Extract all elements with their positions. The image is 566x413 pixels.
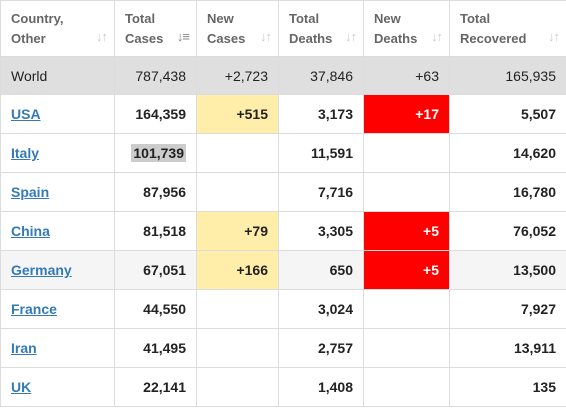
new-cases-cell xyxy=(196,328,279,368)
country-link-uk[interactable]: UK xyxy=(11,379,32,395)
new-deaths-cell xyxy=(363,328,450,368)
country-cell: UK xyxy=(0,367,115,407)
new-cases-cell: +2,723 xyxy=(196,56,279,95)
total-recovered-cell: 76,052 xyxy=(449,211,566,251)
header-line: Total xyxy=(460,10,491,26)
country-link-france[interactable]: France xyxy=(11,301,57,317)
total-recovered-cell: 13,500 xyxy=(449,250,566,290)
table-row: France 44,550 3,024 7,927 xyxy=(0,289,566,329)
new-cases-cell: +79 xyxy=(196,211,279,251)
country-link-china[interactable]: China xyxy=(11,223,50,239)
country-cell: China xyxy=(0,211,115,251)
country-cell: World xyxy=(0,56,115,95)
header-line: Recovered xyxy=(460,30,527,46)
new-deaths-cell: +63 xyxy=(363,56,450,95)
sort-neutral-icon[interactable]: ↓↑ xyxy=(431,29,443,44)
table-row: Iran 41,495 2,757 13,911 xyxy=(0,328,566,368)
new-cases-cell: +166 xyxy=(196,250,279,290)
total-cases-cell: 81,518 xyxy=(114,211,197,251)
new-cases-cell xyxy=(196,172,279,212)
header-line: New xyxy=(207,10,234,26)
new-deaths-cell xyxy=(363,133,450,173)
total-deaths-cell: 3,305 xyxy=(278,211,364,251)
country-link-iran[interactable]: Iran xyxy=(11,340,37,356)
total-recovered-cell: 16,780 xyxy=(449,172,566,212)
sort-neutral-icon[interactable]: ↓↑ xyxy=(96,29,108,44)
header-row: Country, Other ↓↑ Total Cases ↓≡ New Cas… xyxy=(0,0,566,57)
table-row: Germany 67,051 +166 650 +5 13,500 xyxy=(0,250,566,290)
world-total-row: World 787,438 +2,723 37,846 +63 165,935 xyxy=(0,56,566,95)
total-recovered-cell: 135 xyxy=(449,367,566,407)
column-header-new-deaths[interactable]: New Deaths ↓↑ xyxy=(363,0,450,57)
table-row: Italy 101,739 11,591 14,620 xyxy=(0,133,566,173)
new-deaths-cell: +5 xyxy=(363,250,450,290)
column-header-country[interactable]: Country, Other ↓↑ xyxy=(0,0,115,57)
country-cell: USA xyxy=(0,94,115,134)
table-row: Spain 87,956 7,716 16,780 xyxy=(0,172,566,212)
header-line: Deaths xyxy=(374,30,418,46)
header-line: Cases xyxy=(125,30,164,46)
new-deaths-cell: +17 xyxy=(363,94,450,134)
new-deaths-cell xyxy=(363,172,450,212)
total-recovered-cell: 165,935 xyxy=(449,56,566,95)
total-deaths-cell: 3,024 xyxy=(278,289,364,329)
column-header-total-recovered[interactable]: Total Recovered ↓↑ xyxy=(449,0,566,57)
new-deaths-cell xyxy=(363,289,450,329)
table-row: UK 22,141 1,408 135 xyxy=(0,367,566,407)
header-line: Country, xyxy=(11,10,64,26)
selected-text[interactable]: 101,739 xyxy=(131,144,186,162)
total-recovered-cell: 5,507 xyxy=(449,94,566,134)
total-cases-cell: 787,438 xyxy=(114,56,197,95)
total-deaths-cell: 37,846 xyxy=(278,56,364,95)
new-cases-cell xyxy=(196,289,279,329)
new-cases-cell xyxy=(196,133,279,173)
total-cases-cell: 101,739 xyxy=(114,133,197,173)
total-cases-cell: 41,495 xyxy=(114,328,197,368)
country-link-germany[interactable]: Germany xyxy=(11,262,72,278)
new-cases-cell: +515 xyxy=(196,94,279,134)
country-link-usa[interactable]: USA xyxy=(11,106,41,122)
total-cases-cell: 44,550 xyxy=(114,289,197,329)
total-deaths-cell: 11,591 xyxy=(278,133,364,173)
country-cell: France xyxy=(0,289,115,329)
country-cell: Spain xyxy=(0,172,115,212)
country-cell: Germany xyxy=(0,250,115,290)
header-line: Other xyxy=(11,30,46,46)
total-deaths-cell: 650 xyxy=(278,250,364,290)
total-deaths-cell: 2,757 xyxy=(278,328,364,368)
total-deaths-cell: 3,173 xyxy=(278,94,364,134)
total-cases-cell: 67,051 xyxy=(114,250,197,290)
sort-neutral-icon[interactable]: ↓↑ xyxy=(345,29,357,44)
header-line: Deaths xyxy=(289,30,333,46)
total-deaths-cell: 7,716 xyxy=(278,172,364,212)
total-recovered-cell: 14,620 xyxy=(449,133,566,173)
sort-neutral-icon[interactable]: ↓↑ xyxy=(260,29,272,44)
header-line: Total xyxy=(289,10,320,26)
table-row: China 81,518 +79 3,305 +5 76,052 xyxy=(0,211,566,251)
sort-neutral-icon[interactable]: ↓↑ xyxy=(548,29,560,44)
new-deaths-cell: +5 xyxy=(363,211,450,251)
total-recovered-cell: 7,927 xyxy=(449,289,566,329)
total-deaths-cell: 1,408 xyxy=(278,367,364,407)
header-line: New xyxy=(374,10,401,26)
new-cases-cell xyxy=(196,367,279,407)
total-cases-cell: 164,359 xyxy=(114,94,197,134)
country-link-italy[interactable]: Italy xyxy=(11,145,40,161)
country-cell: Iran xyxy=(0,328,115,368)
column-header-total-cases[interactable]: Total Cases ↓≡ xyxy=(114,0,197,57)
column-header-total-deaths[interactable]: Total Deaths ↓↑ xyxy=(278,0,364,57)
country-cell: Italy xyxy=(0,133,115,173)
table-row: USA 164,359 +515 3,173 +17 5,507 xyxy=(0,94,566,134)
total-cases-cell: 22,141 xyxy=(114,367,197,407)
header-line: Cases xyxy=(207,30,246,46)
header-line: Total xyxy=(125,10,156,26)
sort-descending-icon[interactable]: ↓≡ xyxy=(176,29,190,44)
column-header-new-cases[interactable]: New Cases ↓↑ xyxy=(196,0,279,57)
country-link-spain[interactable]: Spain xyxy=(11,184,50,200)
total-recovered-cell: 13,911 xyxy=(449,328,566,368)
total-cases-cell: 87,956 xyxy=(114,172,197,212)
new-deaths-cell xyxy=(363,367,450,407)
